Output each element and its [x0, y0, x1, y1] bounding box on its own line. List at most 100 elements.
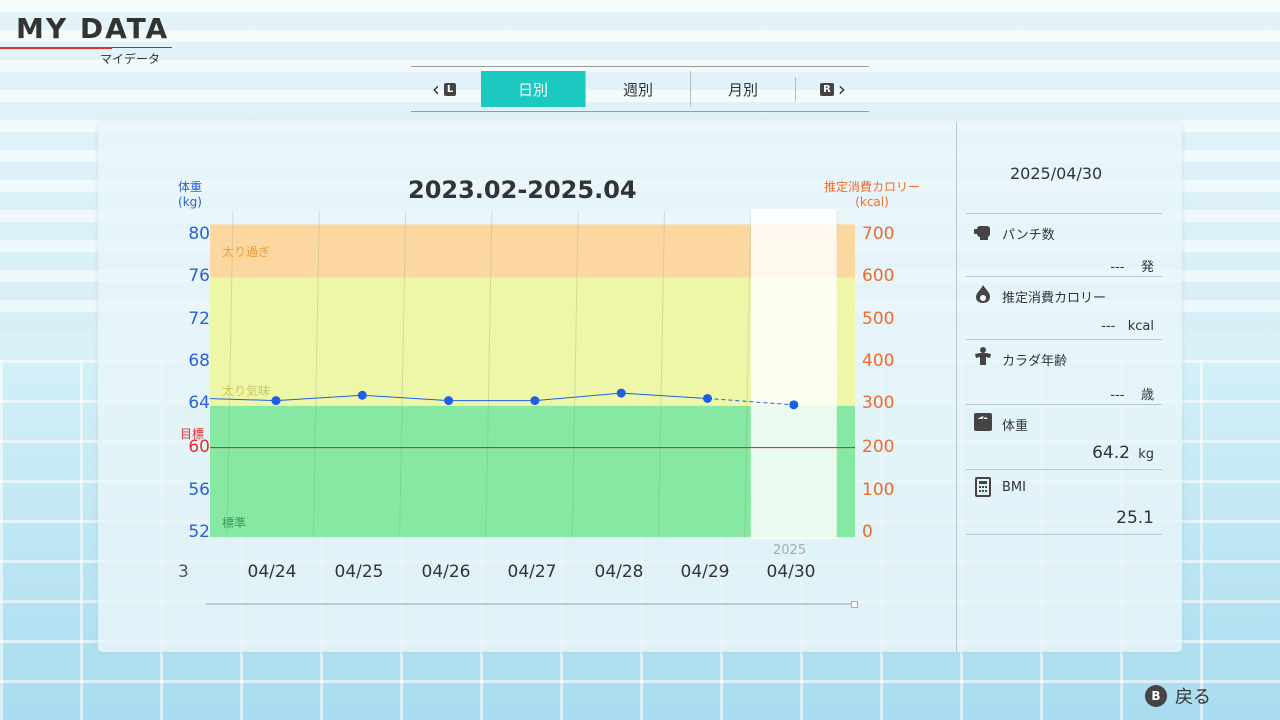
zone-label: 太り過ぎ: [222, 244, 270, 259]
side-row-weight: 体重 64.2 kg: [966, 404, 1162, 469]
data-point: [444, 396, 454, 406]
side-row-bmi: BMI 25.1: [966, 469, 1162, 535]
chart-scrollbar-thumb[interactable]: [851, 601, 858, 608]
grid-line: [399, 210, 407, 538]
series-line-segment: [534, 392, 622, 402]
x-tick: 04/26: [421, 562, 471, 582]
x-tick: 04/30: [766, 562, 816, 582]
x-tick: 04/25: [334, 562, 384, 582]
y-axis-right-label: 推定消費カロリー (kcal): [824, 180, 920, 210]
body-age-label: カラダ年齢: [1002, 354, 1068, 369]
data-point: [271, 396, 281, 406]
scale-icon: [974, 413, 992, 431]
x-tick: 04/28: [594, 562, 644, 582]
bmi-value: 25.1: [1116, 508, 1154, 528]
b-button-icon: B: [1145, 685, 1167, 707]
tab-monthly[interactable]: 月別: [690, 71, 795, 107]
selected-day-highlight: [750, 209, 837, 539]
punch-count-number: ---: [1110, 260, 1125, 275]
y-right-tick: 400: [862, 351, 895, 371]
title-underline-thin: [112, 47, 172, 48]
tab-next-button[interactable]: R ›: [795, 77, 866, 101]
period-tabs: ‹ L 日別 週別 月別 R ›: [411, 66, 869, 112]
series-line-segment: [275, 394, 363, 402]
bmi-label: BMI: [1002, 480, 1026, 495]
y-left-tick: 80: [188, 224, 210, 244]
weight-value: 64.2 kg: [1092, 443, 1154, 463]
punch-count-value: --- 発: [1110, 256, 1154, 275]
back-button[interactable]: B 戻る: [1145, 683, 1211, 709]
data-point: [357, 390, 367, 400]
y-left-tick: 68: [188, 351, 210, 371]
y-left-tick: 76: [188, 266, 210, 286]
y-right-tick: 100: [862, 480, 895, 500]
tab-weekly[interactable]: 週別: [585, 71, 690, 107]
body-age-number: ---: [1110, 388, 1125, 403]
y-axis-right-label-name: 推定消費カロリー: [824, 180, 921, 194]
calorie-unit: kcal: [1127, 319, 1154, 334]
tab-daily[interactable]: 日別: [481, 71, 585, 107]
data-point: [530, 396, 540, 406]
flame-icon: [976, 285, 990, 303]
data-point: [616, 388, 626, 398]
page-subtitle: マイデータ: [100, 52, 161, 66]
y-right-tick: 0: [862, 522, 873, 542]
y-left-tick: 56: [188, 480, 210, 500]
grid-line: [658, 210, 665, 538]
y-right-tick: 300: [862, 393, 895, 413]
x-tick: 04/24: [247, 562, 297, 582]
weight-unit: kg: [1138, 447, 1154, 462]
y-right-tick: 200: [862, 437, 895, 457]
goal-label: 目標: [180, 427, 205, 441]
x-tick: 04/27: [507, 562, 557, 582]
grid-line: [226, 210, 234, 538]
back-label: 戻る: [1175, 687, 1211, 708]
tab-prev-button[interactable]: ‹ L: [411, 77, 481, 101]
body-age-unit: 歳: [1140, 388, 1154, 403]
bmi-number: 25.1: [1116, 508, 1154, 528]
grid-line: [571, 210, 579, 538]
data-point: [703, 393, 712, 403]
l-button-icon: L: [443, 82, 457, 96]
zone-band: [210, 224, 855, 278]
punch-glove-icon: [974, 226, 990, 240]
selected-date: 2025/04/30: [1010, 164, 1103, 183]
y-axis-left-label-unit: (kg): [178, 195, 202, 209]
y-left-tick: 60: [188, 437, 210, 457]
y-right-tick: 700: [862, 224, 895, 244]
chart-title: 2023.02-2025.04: [408, 176, 637, 204]
zone-band: [210, 405, 855, 537]
calculator-icon: [975, 477, 991, 497]
y-left-tick: 72: [188, 309, 210, 329]
title-underline: [0, 47, 112, 49]
side-divider: [956, 122, 957, 652]
chart-scrollbar[interactable]: [206, 603, 856, 605]
zone-label: 太り気味: [222, 383, 270, 398]
x-tick: 04/29: [680, 562, 730, 582]
calorie-label: 推定消費カロリー: [1002, 291, 1107, 306]
muscle-body-icon: [975, 347, 991, 365]
y-axis-left-label: 体重 (kg): [178, 180, 202, 210]
grid-line: [312, 210, 320, 538]
calorie-value: --- kcal: [1101, 319, 1154, 334]
series-line-segment: [621, 392, 708, 399]
weight-label: 体重: [1002, 419, 1029, 434]
y-left-tick: 52: [188, 522, 210, 542]
grid-line: [744, 210, 752, 538]
punch-count-unit: 発: [1140, 260, 1154, 275]
body-age-value: --- 歳: [1110, 384, 1154, 403]
y-axis-left-label-name: 体重: [178, 180, 203, 194]
page-title: MY DATA マイデータ: [0, 12, 172, 66]
r-button-icon: R: [820, 82, 834, 96]
year-label: 2025: [773, 543, 807, 558]
y-right-tick: 500: [862, 309, 895, 329]
punch-count-label: パンチ数: [1002, 228, 1055, 243]
series-line-segment: [362, 394, 449, 402]
series-line-segment: [707, 397, 794, 406]
weight-number: 64.2: [1092, 443, 1130, 463]
chevron-left-icon: ‹: [431, 77, 440, 101]
y-left-tick: 64: [188, 393, 210, 413]
side-row-punch: パンチ数 --- 発: [966, 213, 1162, 276]
series-line-segment: [209, 398, 277, 402]
